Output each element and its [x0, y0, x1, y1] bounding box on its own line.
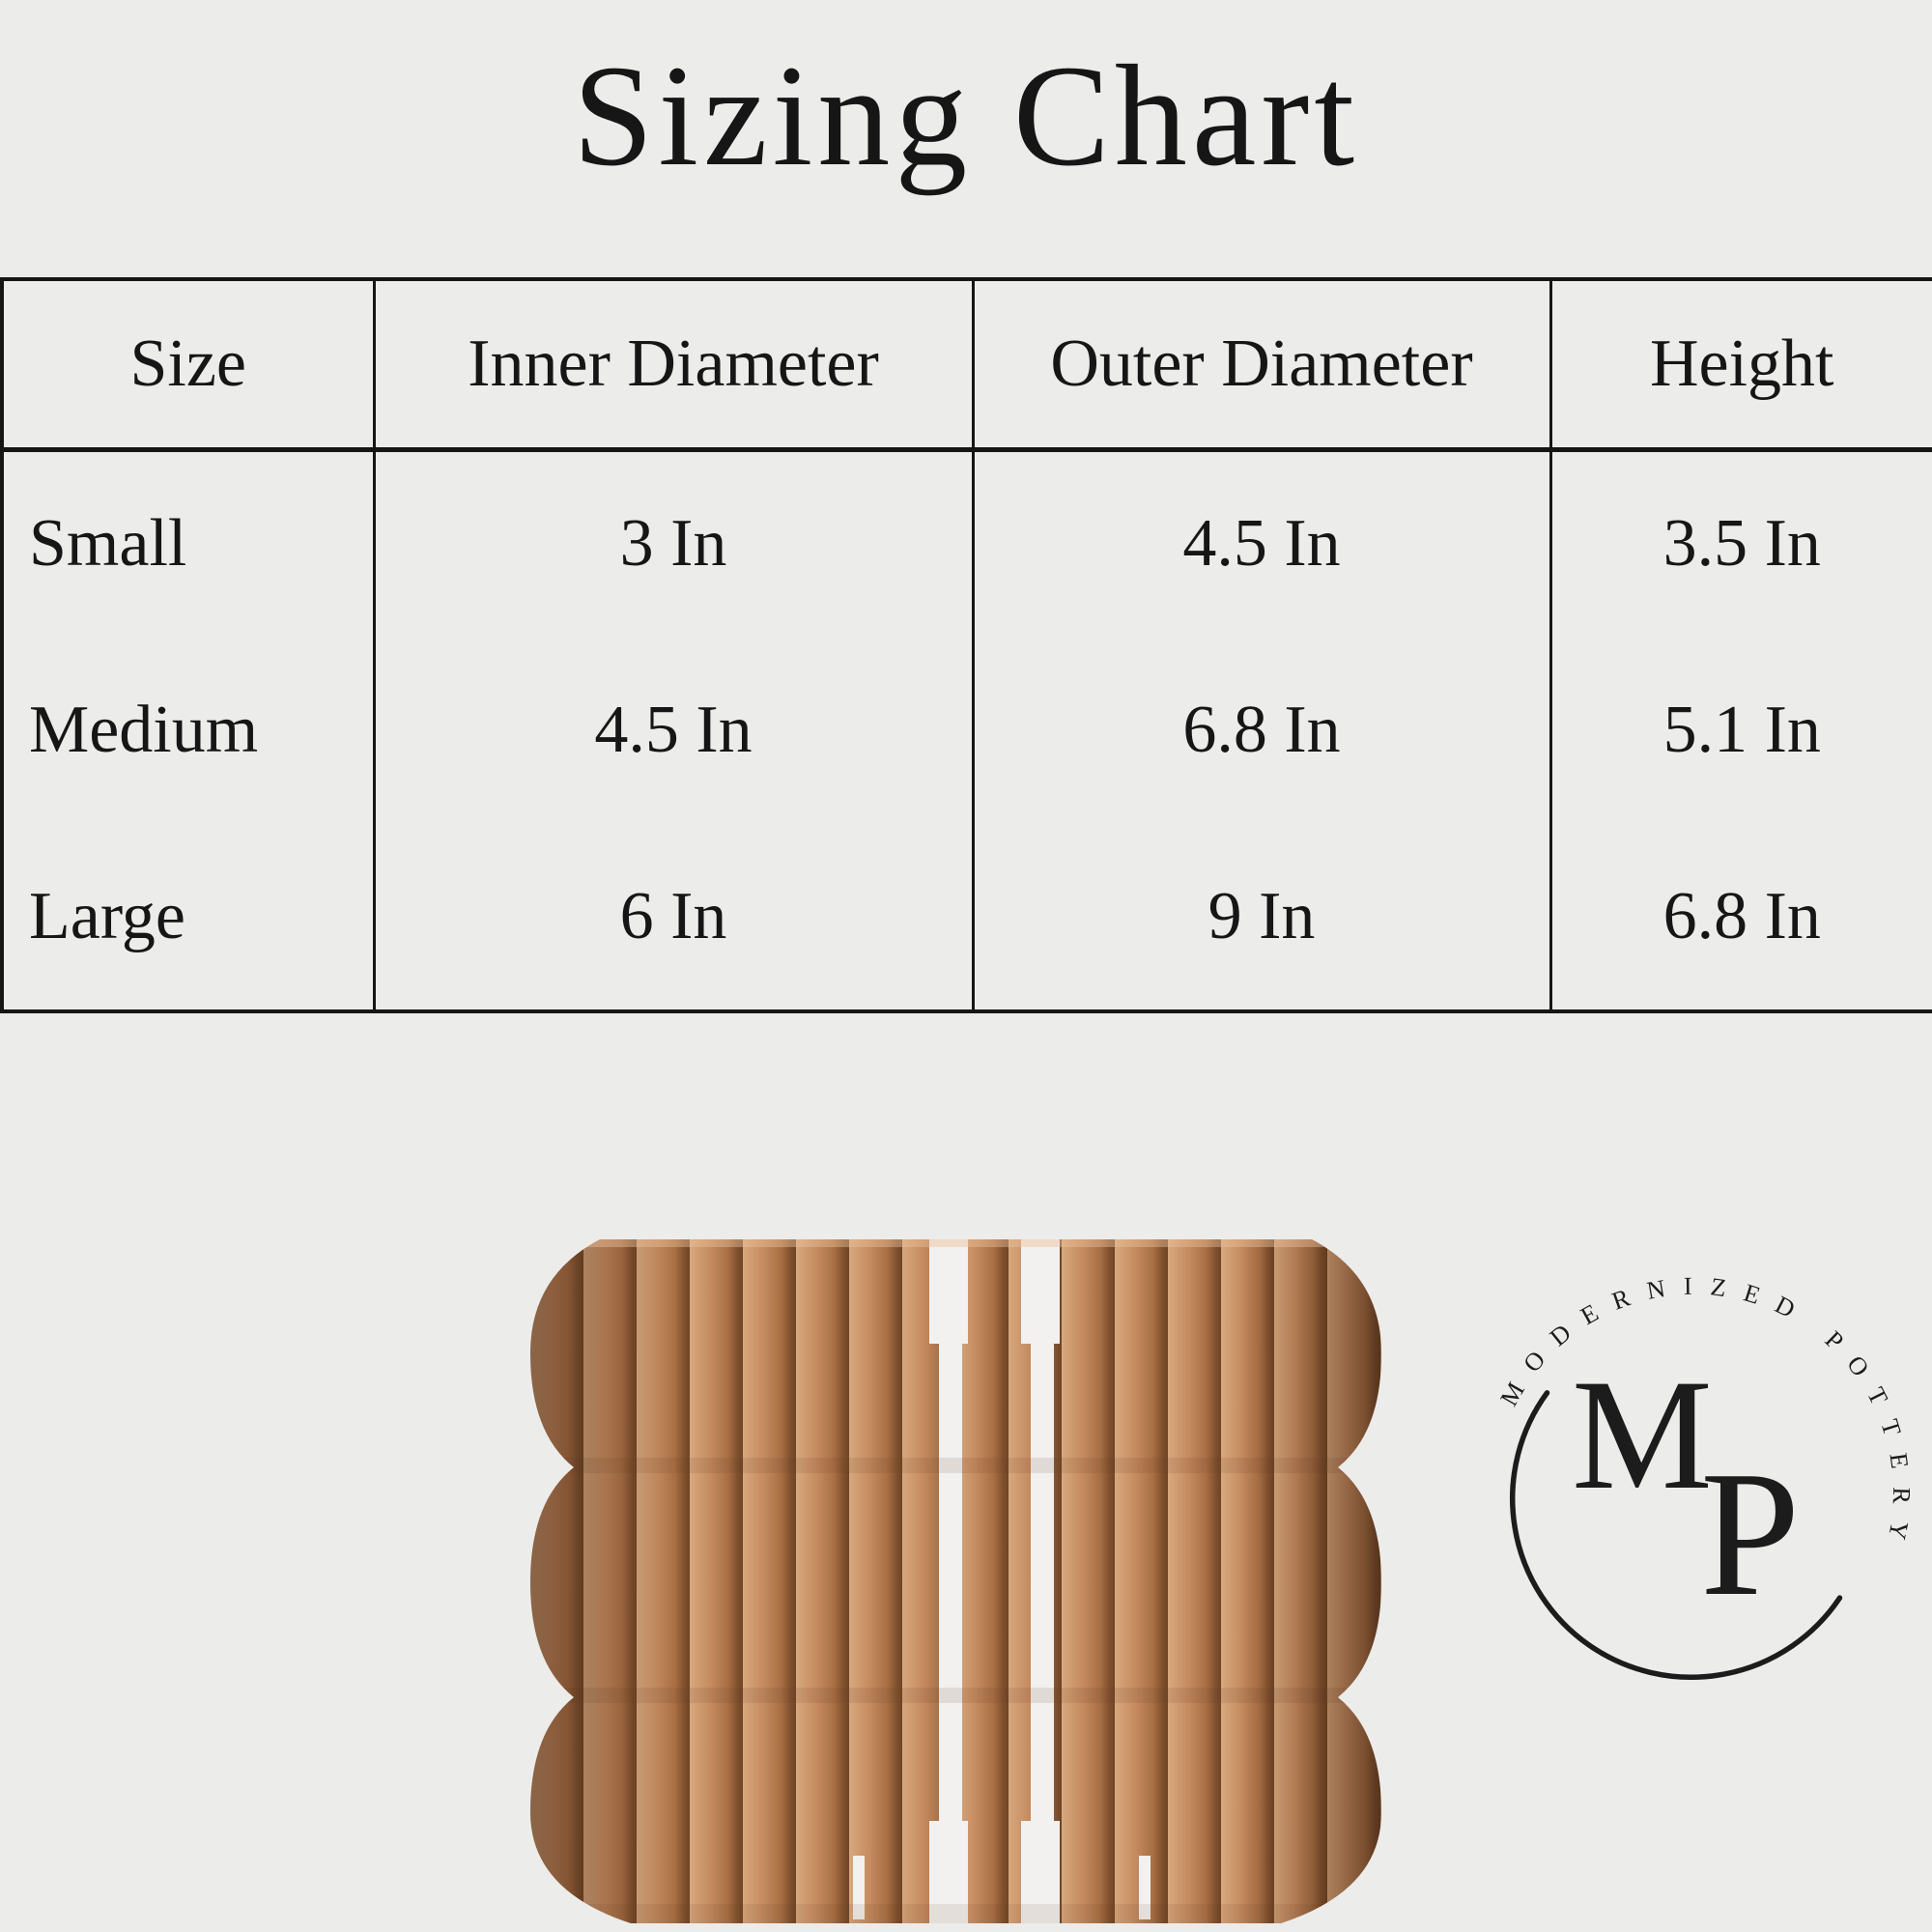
header-row: Size Inner Diameter Outer Diameter Heigh…: [2, 279, 1932, 452]
table-row-small: Small 3 In 4.5 In 3.5 In: [2, 449, 1932, 637]
header-outer-diameter: Outer Diameter: [971, 279, 1550, 452]
logo-monogram-p: P: [1700, 1435, 1800, 1634]
sizing-table: Size Inner Diameter Outer Diameter Heigh…: [0, 277, 1932, 1013]
table-row-medium: Medium 4.5 In 6.8 In 5.1 In: [2, 637, 1932, 824]
brand-logo: MODERNIZED POTTERY M P: [1494, 1273, 1906, 1680]
planter-product-image: [530, 1239, 1381, 1923]
cell-height: 5.1 In: [1548, 637, 1932, 824]
header-size: Size: [2, 279, 374, 452]
cell-size: Small: [29, 506, 187, 582]
table-row-large: Large 6 In 9 In 6.8 In: [2, 824, 1932, 1011]
cell-inner-diameter: 3 In: [372, 449, 973, 637]
cell-inner-diameter: 4.5 In: [372, 637, 973, 824]
cell-size: Medium: [29, 693, 259, 767]
header-inner-diameter: Inner Diameter: [372, 279, 973, 452]
cell-height: 6.8 In: [1548, 824, 1932, 1011]
header-height: Height: [1548, 279, 1932, 452]
logo-monogram-m: M: [1572, 1348, 1713, 1522]
cell-inner-diameter: 6 In: [372, 824, 973, 1011]
cell-outer-diameter: 9 In: [971, 824, 1550, 1011]
planter-fins: [530, 1239, 1381, 1923]
cell-height: 3.5 In: [1548, 449, 1932, 637]
logo-circle-arc: [1510, 1390, 1843, 1680]
cell-size: Large: [29, 879, 185, 953]
cell-outer-diameter: 4.5 In: [971, 449, 1550, 637]
page-title: Sizing Chart: [572, 36, 1360, 196]
cell-outer-diameter: 6.8 In: [971, 637, 1550, 824]
